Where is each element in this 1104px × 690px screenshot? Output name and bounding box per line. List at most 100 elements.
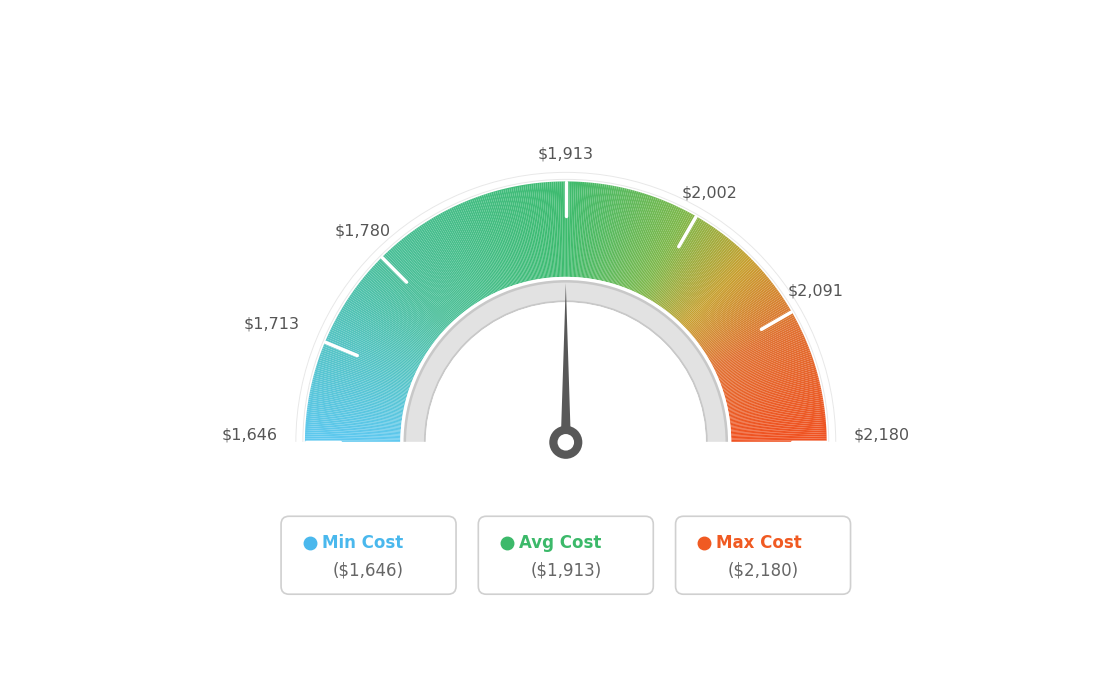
Wedge shape	[401, 277, 731, 442]
Wedge shape	[543, 182, 553, 277]
Wedge shape	[349, 296, 429, 351]
Wedge shape	[666, 235, 725, 312]
Wedge shape	[725, 373, 818, 400]
FancyBboxPatch shape	[478, 516, 654, 594]
Wedge shape	[309, 393, 403, 413]
Wedge shape	[728, 386, 821, 408]
Wedge shape	[728, 387, 821, 408]
Wedge shape	[369, 270, 442, 334]
Wedge shape	[406, 283, 725, 442]
Text: ($1,646): ($1,646)	[333, 562, 404, 580]
Wedge shape	[533, 184, 546, 278]
Wedge shape	[327, 337, 414, 377]
Wedge shape	[364, 275, 439, 337]
Wedge shape	[410, 233, 467, 310]
Wedge shape	[703, 297, 784, 351]
Wedge shape	[541, 182, 552, 277]
Wedge shape	[416, 228, 471, 307]
Wedge shape	[361, 279, 437, 340]
Wedge shape	[730, 414, 826, 426]
Wedge shape	[305, 430, 401, 436]
Wedge shape	[597, 186, 617, 280]
Wedge shape	[323, 344, 413, 382]
Wedge shape	[388, 250, 454, 322]
Wedge shape	[306, 426, 401, 433]
Wedge shape	[433, 217, 482, 300]
Wedge shape	[713, 324, 799, 368]
Wedge shape	[595, 186, 615, 280]
Wedge shape	[449, 208, 493, 295]
Wedge shape	[552, 181, 558, 277]
Wedge shape	[726, 377, 819, 402]
Wedge shape	[296, 172, 836, 442]
Wedge shape	[720, 348, 810, 384]
Wedge shape	[661, 229, 718, 308]
Wedge shape	[567, 181, 570, 277]
Wedge shape	[690, 270, 763, 334]
Wedge shape	[594, 186, 613, 279]
Text: $2,180: $2,180	[853, 427, 910, 442]
Wedge shape	[318, 358, 410, 390]
Circle shape	[550, 426, 582, 459]
Wedge shape	[731, 434, 827, 438]
Wedge shape	[310, 389, 404, 410]
Wedge shape	[569, 181, 572, 277]
Wedge shape	[444, 211, 489, 296]
Wedge shape	[679, 252, 746, 323]
Wedge shape	[714, 326, 800, 370]
Wedge shape	[606, 189, 630, 282]
Wedge shape	[648, 216, 697, 299]
Wedge shape	[692, 275, 767, 337]
Wedge shape	[641, 210, 686, 295]
Wedge shape	[511, 187, 532, 281]
Wedge shape	[489, 193, 519, 284]
Wedge shape	[560, 181, 563, 277]
Wedge shape	[665, 234, 724, 310]
Wedge shape	[380, 258, 449, 326]
Wedge shape	[306, 424, 401, 432]
Wedge shape	[611, 191, 638, 284]
Wedge shape	[707, 306, 789, 357]
Wedge shape	[503, 188, 528, 282]
Wedge shape	[553, 181, 560, 277]
Wedge shape	[722, 358, 814, 390]
Wedge shape	[529, 184, 544, 279]
Wedge shape	[723, 362, 815, 393]
Wedge shape	[337, 315, 422, 363]
Wedge shape	[359, 282, 435, 342]
Wedge shape	[517, 186, 537, 280]
Wedge shape	[659, 226, 714, 306]
Wedge shape	[637, 207, 680, 294]
Wedge shape	[698, 286, 776, 344]
Wedge shape	[658, 226, 712, 306]
Wedge shape	[438, 214, 486, 298]
Wedge shape	[507, 188, 530, 281]
Wedge shape	[513, 186, 533, 280]
Wedge shape	[360, 281, 436, 341]
Wedge shape	[700, 290, 779, 347]
Wedge shape	[715, 331, 803, 373]
Wedge shape	[335, 320, 420, 366]
Wedge shape	[545, 182, 554, 277]
Wedge shape	[728, 391, 822, 411]
Wedge shape	[509, 187, 531, 281]
Wedge shape	[333, 322, 420, 367]
Wedge shape	[675, 245, 739, 318]
Wedge shape	[309, 395, 403, 414]
Wedge shape	[457, 204, 498, 292]
Wedge shape	[644, 212, 690, 297]
Wedge shape	[686, 262, 756, 329]
Wedge shape	[698, 284, 774, 343]
Wedge shape	[576, 182, 584, 277]
Wedge shape	[582, 183, 593, 278]
Wedge shape	[721, 352, 811, 386]
Wedge shape	[499, 190, 524, 282]
Wedge shape	[453, 206, 496, 293]
Wedge shape	[590, 184, 605, 279]
Wedge shape	[701, 293, 781, 348]
Wedge shape	[601, 187, 623, 281]
Wedge shape	[726, 382, 820, 405]
Wedge shape	[671, 241, 734, 315]
Wedge shape	[730, 404, 824, 419]
Wedge shape	[708, 308, 790, 358]
